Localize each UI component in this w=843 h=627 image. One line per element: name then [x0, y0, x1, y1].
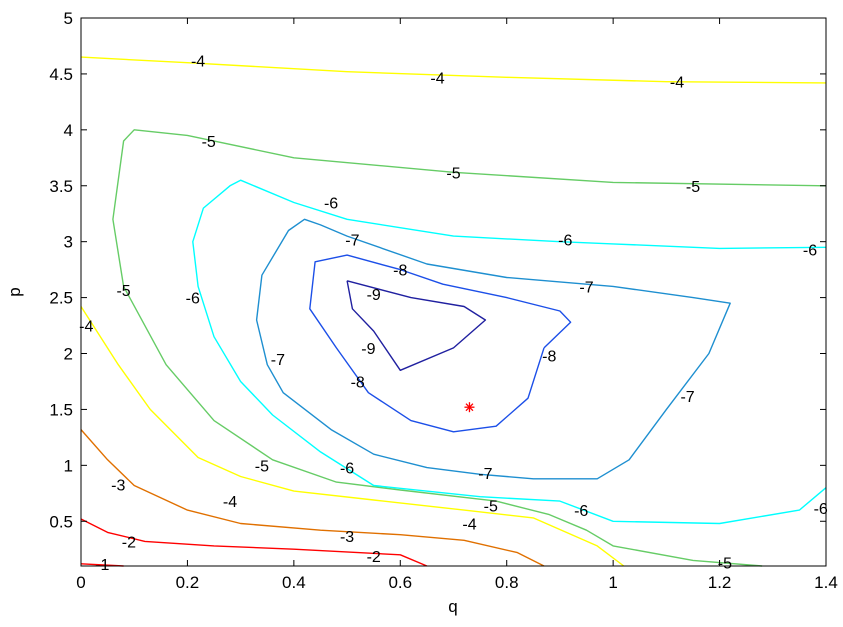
- contour-label-5-4: -5: [202, 134, 216, 151]
- y-tick-label-1: 1: [64, 456, 73, 475]
- y-tick-label-5: 3: [64, 233, 73, 252]
- contour-line-level-7-0: [255, 218, 731, 480]
- contour-label-6-3: -6: [186, 291, 200, 308]
- x-axis-label: q: [448, 597, 457, 616]
- contour-label-3-1: -3: [340, 529, 354, 546]
- x-tick-label-0: 0: [76, 573, 85, 592]
- contour-label-4-0: -4: [79, 319, 93, 336]
- contour-label-4-2: -4: [462, 517, 476, 534]
- plot-area-frame: [80, 17, 827, 567]
- y-tick-label-6: 3.5: [49, 177, 73, 196]
- contour-label-6-2: -6: [340, 461, 354, 478]
- y-axis-ticks: 0.5 1 1.5 2 2.5 3 3.5 4 4.5 5: [49, 9, 826, 531]
- contour-label-6-6: -6: [803, 243, 817, 260]
- contour-line-level-4-0: [80, 306, 625, 567]
- contour-labels: -2 -2 -1 -3 -3 -4 -4 -4 -4 -4 -4 -5 -5 -5 -5 -5 -5 -5 -6 -6…: [79, 54, 828, 574]
- x-tick-label-7: 1.4: [814, 573, 838, 592]
- x-tick-label-5: 1: [608, 573, 617, 592]
- contour-label-9-1: -9: [361, 341, 375, 358]
- marker-layer: [464, 402, 475, 413]
- y-tick-label-3: 2: [64, 345, 73, 364]
- y-tick-label-4: 2.5: [49, 289, 73, 308]
- y-axis-label: p: [5, 287, 24, 296]
- contour-label-5-3: -5: [116, 283, 130, 300]
- contour-label-7-1: -7: [478, 466, 492, 483]
- contour-label-6-4: -6: [324, 196, 338, 213]
- contour-label-2-2: -1: [95, 557, 109, 574]
- minimum-marker-star: [464, 402, 475, 413]
- contour-label-5-1: -5: [484, 499, 498, 516]
- contour-label-5-0: -5: [718, 556, 732, 573]
- y-tick-label-8: 4.5: [49, 65, 73, 84]
- x-tick-label-6: 1.2: [708, 573, 732, 592]
- contour-label-7-2: -7: [271, 352, 285, 369]
- contour-label-7-0: -7: [680, 389, 694, 406]
- y-tick-label-9: 5: [64, 9, 73, 28]
- y-tick-label-7: 4: [64, 121, 73, 140]
- y-tick-label-0: 0.5: [49, 512, 73, 531]
- contour-line-level-4-1: [80, 56, 827, 84]
- contour-line-level-8-0: [309, 254, 572, 433]
- contour-label-5-6: -5: [686, 179, 700, 196]
- contour-label-9-0: -9: [367, 287, 381, 304]
- contour-label-4-1: -4: [223, 494, 237, 511]
- x-axis-ticks: 0 0.2 0.4 0.6 0.8 1 1.2 1.4: [76, 18, 838, 592]
- y-tick-label-2: 1.5: [49, 400, 73, 419]
- x-tick-label-4: 0.8: [495, 573, 519, 592]
- contour-label-7-3: -7: [345, 232, 359, 249]
- contour-line-level-2-0: [80, 518, 428, 567]
- contour-label-5-2: -5: [255, 458, 269, 475]
- contour-label-8-0: -8: [542, 349, 556, 366]
- contour-line-level-9-0: [346, 280, 487, 371]
- contour-lines: [80, 56, 827, 567]
- contour-label-6-5: -6: [558, 232, 572, 249]
- contour-label-8-2: -8: [393, 263, 407, 280]
- contour-label-4-5: -4: [670, 75, 684, 92]
- contour-line-level-6-0: [192, 179, 827, 525]
- contour-line-level-3-0: [80, 429, 545, 567]
- contour-label-4-4: -4: [430, 70, 444, 87]
- contour-label-2-0: -2: [122, 534, 136, 551]
- contour-label-7-4: -7: [579, 279, 593, 296]
- contour-label-6-1: -6: [574, 503, 588, 520]
- contour-label-2-1: -2: [367, 549, 381, 566]
- x-tick-label-1: 0.2: [176, 573, 200, 592]
- contour-label-8-1: -8: [351, 375, 365, 392]
- contour-label-5-5: -5: [446, 165, 460, 182]
- contour-label-3-0: -3: [111, 477, 125, 494]
- contour-label-6-0: -6: [814, 501, 828, 518]
- contour-label-4-3: -4: [191, 54, 205, 71]
- contour-line-level-5-0: [112, 129, 827, 567]
- x-tick-label-3: 0.6: [388, 573, 412, 592]
- x-tick-label-2: 0.4: [282, 573, 306, 592]
